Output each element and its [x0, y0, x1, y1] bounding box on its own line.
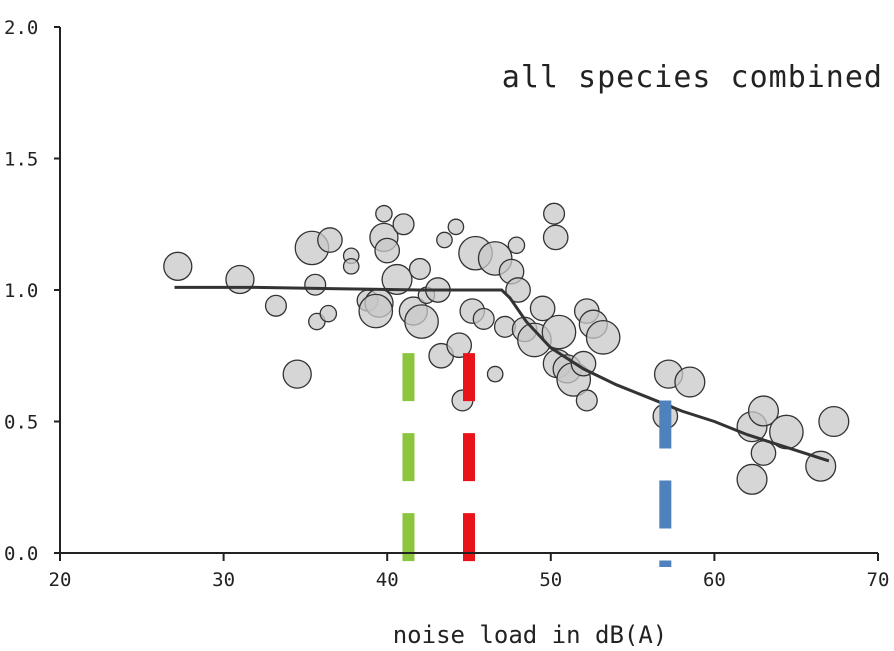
data-point	[529, 295, 556, 322]
data-point	[163, 251, 193, 281]
data-point	[543, 202, 566, 225]
data-point	[436, 231, 453, 249]
x-axis-label: noise load in dB(A)	[393, 621, 668, 649]
data-point	[319, 304, 338, 323]
data-points	[163, 202, 850, 495]
data-point	[472, 307, 495, 330]
x-tick-label: 60	[703, 569, 726, 591]
data-point	[736, 463, 768, 495]
data-point	[570, 350, 597, 377]
x-tick-label: 70	[867, 569, 890, 591]
data-point	[381, 263, 413, 296]
data-point	[750, 440, 777, 466]
data-point	[317, 227, 343, 253]
data-point	[392, 213, 415, 236]
y-axis-ticks: 0.0 0.5 1.0 1.5 2.0	[4, 17, 60, 565]
data-point	[575, 389, 598, 412]
data-point	[447, 218, 465, 236]
data-point	[507, 236, 526, 255]
data-point	[304, 273, 327, 296]
data-point	[542, 224, 569, 251]
data-point	[282, 359, 312, 389]
data-point	[342, 257, 360, 275]
data-point	[358, 293, 394, 329]
data-point	[374, 237, 401, 264]
x-tick-label: 50	[539, 569, 562, 591]
data-point	[404, 304, 439, 339]
y-tick-label: 0.0	[4, 543, 38, 565]
x-tick-label: 30	[212, 569, 235, 591]
y-tick-label: 1.5	[4, 149, 38, 171]
data-point	[486, 365, 504, 383]
data-point	[264, 294, 288, 317]
reference-lines	[402, 353, 672, 567]
y-tick-label: 1.0	[4, 280, 38, 302]
x-axis-ticks: 20 30 40 50 60 70	[49, 553, 890, 591]
data-point	[446, 332, 473, 359]
data-point	[805, 450, 837, 482]
y-tick-label: 0.5	[4, 412, 38, 434]
data-point	[585, 319, 621, 355]
data-point	[674, 366, 706, 398]
chart-title: all species combined	[502, 60, 883, 95]
data-point	[505, 277, 531, 303]
x-tick-label: 40	[376, 569, 399, 591]
data-point	[541, 314, 577, 350]
x-tick-label: 20	[49, 569, 72, 591]
data-point	[747, 395, 780, 427]
y-tick-label: 2.0	[4, 17, 38, 39]
data-point	[375, 204, 393, 223]
data-point	[408, 257, 431, 281]
data-point	[818, 405, 850, 438]
fit-curve	[174, 285, 830, 463]
data-point	[225, 264, 255, 295]
